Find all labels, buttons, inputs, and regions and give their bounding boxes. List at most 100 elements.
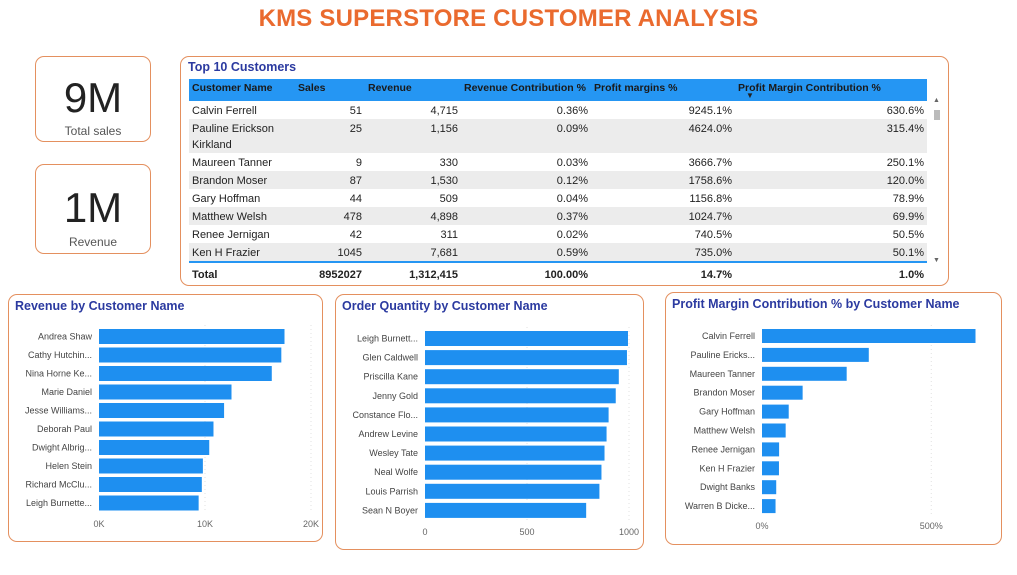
value-cell: 1758.6%	[688, 175, 732, 187]
value-cell: 0.37%	[556, 211, 588, 223]
column-header[interactable]: Revenue Contribution %	[461, 79, 591, 101]
bar[interactable]	[99, 403, 225, 418]
bar[interactable]	[99, 458, 203, 474]
value-cell: 50.1%	[892, 247, 924, 259]
bar[interactable]	[762, 480, 777, 495]
table-row[interactable]: Gary Hoffman 44 509 0.04% 1156.8% 78.9%	[189, 189, 927, 207]
category-label: Sean N Boyer	[362, 505, 418, 515]
x-tick-label: 10K	[197, 519, 213, 529]
column-header[interactable]: Customer Name	[189, 79, 295, 101]
bar[interactable]	[425, 426, 607, 442]
value-cell: 0.12%	[556, 175, 588, 187]
bar[interactable]	[99, 495, 199, 511]
total-value: 14.7%	[591, 261, 735, 282]
bar[interactable]	[99, 366, 272, 381]
table-row[interactable]: Pauline Erickson Kirkland 25 1,156 0.09% 462…	[189, 119, 927, 153]
bar[interactable]	[99, 477, 202, 492]
category-label: Calvin Ferrell	[702, 331, 755, 341]
column-header[interactable]: Profit margins %	[591, 79, 735, 101]
value-cell: 315.4%	[886, 123, 924, 135]
category-label: Deborah Paul	[37, 424, 92, 434]
x-tick-label: 500%	[920, 521, 943, 531]
revenue-chart-card: Revenue by Customer Name 0K 10K 20K Andrea …	[8, 294, 323, 542]
scroll-down-icon[interactable]: ▼	[933, 257, 940, 264]
table-total-row: Total 8952027 1,312,415 100.00% 14.7% 1.0%	[189, 261, 927, 282]
bar[interactable]	[99, 329, 285, 344]
bar[interactable]	[762, 404, 789, 419]
category-label: Matthew Welsh	[694, 426, 755, 436]
scroll-up-icon[interactable]: ▲	[933, 97, 940, 104]
category-label: Leigh Burnett...	[357, 334, 418, 344]
bar[interactable]	[762, 385, 803, 400]
bar[interactable]	[99, 384, 232, 400]
total-value: 100.00%	[461, 261, 591, 282]
column-header[interactable]: Sales	[295, 79, 365, 101]
table-row[interactable]: Matthew Welsh 478 4,898 0.37% 1024.7% 69.9%	[189, 207, 927, 225]
kpi-card-total-sales[interactable]: 9M Total sales	[35, 56, 151, 142]
bar[interactable]	[99, 421, 214, 437]
column-header[interactable]: Profit Margin Contribution %	[735, 79, 927, 101]
table-row[interactable]: Calvin Ferrell 51 4,715 0.36% 9245.1% 630.6%	[189, 101, 927, 119]
bar[interactable]	[762, 461, 779, 476]
kpi-value: 9M	[63, 74, 123, 121]
chart-title: Revenue by Customer Name	[15, 299, 185, 313]
bar[interactable]	[425, 445, 605, 461]
bar[interactable]	[425, 464, 602, 480]
chart-title: Order Quantity by Customer Name	[342, 299, 548, 313]
order-quantity-bar-chart: 0 500 1000 Leigh Burnett... Glen Caldwell Pri…	[352, 327, 639, 537]
bar[interactable]	[762, 499, 776, 514]
x-tick-label: 1000	[619, 527, 639, 537]
category-label: Marie Daniel	[41, 387, 92, 397]
category-label: Gary Hoffman	[699, 407, 755, 417]
value-cell: 0.36%	[556, 105, 588, 117]
value-cell: 1,530	[430, 175, 458, 187]
column-header[interactable]: Revenue	[365, 79, 461, 101]
table-row[interactable]: Ken H Frazier 1045 7,681 0.59% 735.0% 50.1%	[189, 243, 927, 262]
kpi-value: 1M	[63, 184, 123, 231]
bar[interactable]	[762, 347, 869, 362]
scroll-thumb[interactable]	[934, 110, 940, 120]
value-cell: 630.6%	[886, 105, 924, 117]
bar[interactable]	[762, 366, 847, 381]
bar[interactable]	[425, 483, 600, 499]
bar[interactable]	[762, 329, 976, 343]
table-scrollbar[interactable]: ▲ ▼	[932, 97, 941, 269]
x-tick-label: 20K	[303, 519, 319, 529]
value-cell: 0.04%	[556, 193, 588, 205]
table-row[interactable]: Renee Jernigan 42 311 0.02% 740.5% 50.5%	[189, 225, 927, 243]
x-tick-label: 0	[422, 527, 427, 537]
chart-title: Profit Margin Contribution % by Customer…	[672, 297, 960, 311]
table-row[interactable]: Brandon Moser 87 1,530 0.12% 1758.6% 120.0%	[189, 171, 927, 189]
bar[interactable]	[425, 350, 627, 366]
value-cell: 1045	[337, 247, 362, 259]
x-tick-label: 500	[519, 527, 534, 537]
value-cell: 509	[439, 193, 458, 205]
value-cell: 3666.7%	[688, 157, 732, 169]
customer-name-cell: Brandon Moser	[192, 175, 268, 187]
value-cell: 311	[440, 229, 458, 241]
category-label: Andrea Shaw	[38, 332, 93, 342]
bar[interactable]	[99, 347, 282, 363]
bar[interactable]	[425, 369, 619, 385]
sort-descending-icon[interactable]: ▼	[746, 91, 754, 100]
category-label: Andrew Levine	[358, 429, 418, 439]
page-title: KMS SUPERSTORE CUSTOMER ANALYSIS	[258, 5, 759, 32]
value-cell: 735.0%	[694, 247, 732, 259]
kpi-card-revenue[interactable]: 1M Revenue	[35, 164, 151, 254]
bar[interactable]	[762, 423, 786, 438]
revenue-bar-chart: 0K 10K 20K Andrea Shaw Cathy Hutchin... Nina …	[25, 325, 319, 529]
category-label: Glen Caldwell	[362, 353, 418, 363]
kpi-label: Revenue	[68, 235, 118, 249]
bar[interactable]	[762, 442, 780, 457]
bar[interactable]	[425, 502, 587, 518]
total-value: 1,312,415	[365, 261, 461, 282]
customer-name-cell: Gary Hoffman	[192, 193, 261, 205]
value-cell: 0.59%	[556, 247, 588, 259]
bar[interactable]	[425, 407, 609, 423]
bar[interactable]	[99, 440, 210, 455]
bar[interactable]	[425, 388, 616, 404]
table-title: Top 10 Customers	[188, 60, 297, 74]
value-cell: 330	[439, 157, 458, 169]
bar[interactable]	[425, 331, 628, 346]
table-row[interactable]: Maureen Tanner 9 330 0.03% 3666.7% 250.1%	[189, 153, 927, 171]
